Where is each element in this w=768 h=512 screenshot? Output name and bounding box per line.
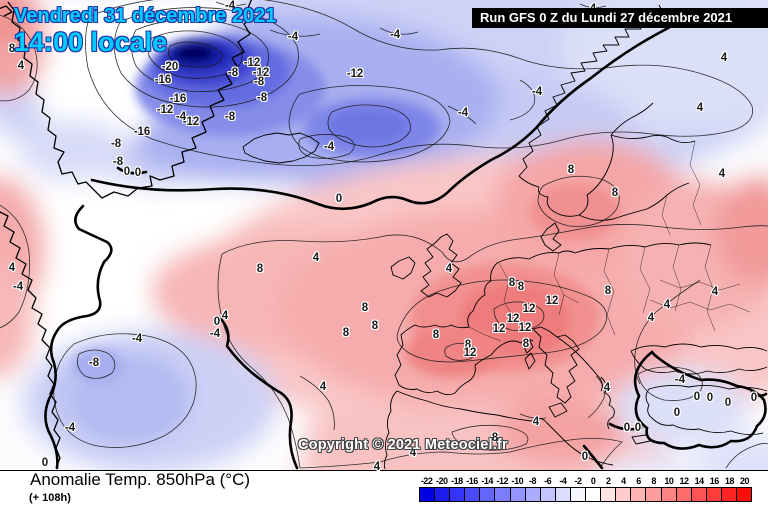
colorbar-tick: -12 [496, 476, 509, 486]
colorbar-cell [525, 488, 541, 501]
colorbar-cell [601, 488, 617, 501]
colorbar-tick: -22 [420, 476, 433, 486]
colorbar-tick: 10 [664, 476, 674, 486]
colorbar-tick: 12 [679, 476, 689, 486]
colorbar-tick: -16 [466, 476, 478, 486]
map-canvas [0, 0, 768, 470]
model-run-label: Run GFS 0 Z du Lundi 27 décembre 2021 [472, 8, 768, 28]
forecast-offset-label: (+ 108h) [29, 492, 71, 504]
valid-time-label: 14:00 locale [14, 27, 168, 57]
colorbar-tick: 0 [590, 476, 596, 486]
colorbar-cell [721, 488, 737, 501]
colorbar-cell [631, 488, 647, 501]
colorbar-tick: -14 [481, 476, 493, 486]
colorbar-tick: -20 [435, 476, 448, 486]
colorbar-tick: 16 [709, 476, 720, 486]
colorbar-tick: -8 [529, 476, 537, 486]
colorbar-cell [570, 488, 587, 501]
colorbar-cell [676, 488, 692, 501]
colorbar-cell [495, 488, 511, 501]
colorbar-ticks: -22 -20 -18 -16 -14 -12 -10 -8 -6 -4 -2 0 2 4 6 8 10 12 14… [419, 476, 752, 486]
colorbar-cell [465, 488, 481, 501]
colorbar-tick: 14 [694, 476, 705, 486]
colorbar-tick: 8 [651, 476, 656, 486]
copyright-watermark: Copyright © 2021 Meteociel.fr [298, 437, 508, 453]
colorbar-tick: -18 [451, 476, 463, 486]
anomaly-map: -4484-20-16-16-12-4-12-16-8-800-12-8-12-… [0, 0, 768, 473]
colorbar-tick: 20 [740, 476, 750, 486]
valid-time-overlay: Vendredi 31 décembre 2021 14:00 locale [14, 5, 277, 57]
colorbar-tick: -6 [544, 476, 552, 486]
variable-title: Anomalie Temp. 850hPa (°C) [30, 470, 251, 489]
colorbar-tick: 18 [724, 476, 735, 486]
colorbar-cell [661, 488, 677, 501]
colorbar-cell [736, 488, 752, 501]
colorbar-tick: 2 [606, 476, 611, 486]
colorbar-tick: -2 [574, 476, 582, 486]
colorbar-cell [586, 488, 602, 501]
colorbar-cell [646, 488, 662, 501]
colorbar-cell [435, 488, 451, 501]
colorbar-cell [420, 488, 436, 501]
colorbar-tick: -10 [511, 476, 524, 486]
colorbar-cell [510, 488, 526, 501]
colorbar-cell [555, 488, 571, 501]
anomaly-cores [72, 36, 620, 440]
colorbar-tick: 4 [621, 476, 626, 486]
country-borders [468, 140, 751, 342]
colorbar-cell [480, 488, 496, 501]
contour-lines [0, 0, 768, 469]
zero-contours [44, 10, 768, 470]
colorbar-cell [450, 488, 466, 501]
colorbar-cell [616, 488, 632, 501]
colorbar-cell [691, 488, 707, 501]
coastlines-greenland [0, 0, 255, 469]
colorbar [419, 487, 752, 502]
colorbar-tick: 6 [636, 476, 641, 486]
valid-date-label: Vendredi 31 décembre 2021 [14, 5, 277, 27]
colorbar-cell [540, 488, 556, 501]
colorbar-cell [706, 488, 722, 501]
colorbar-tick: -4 [559, 476, 567, 486]
